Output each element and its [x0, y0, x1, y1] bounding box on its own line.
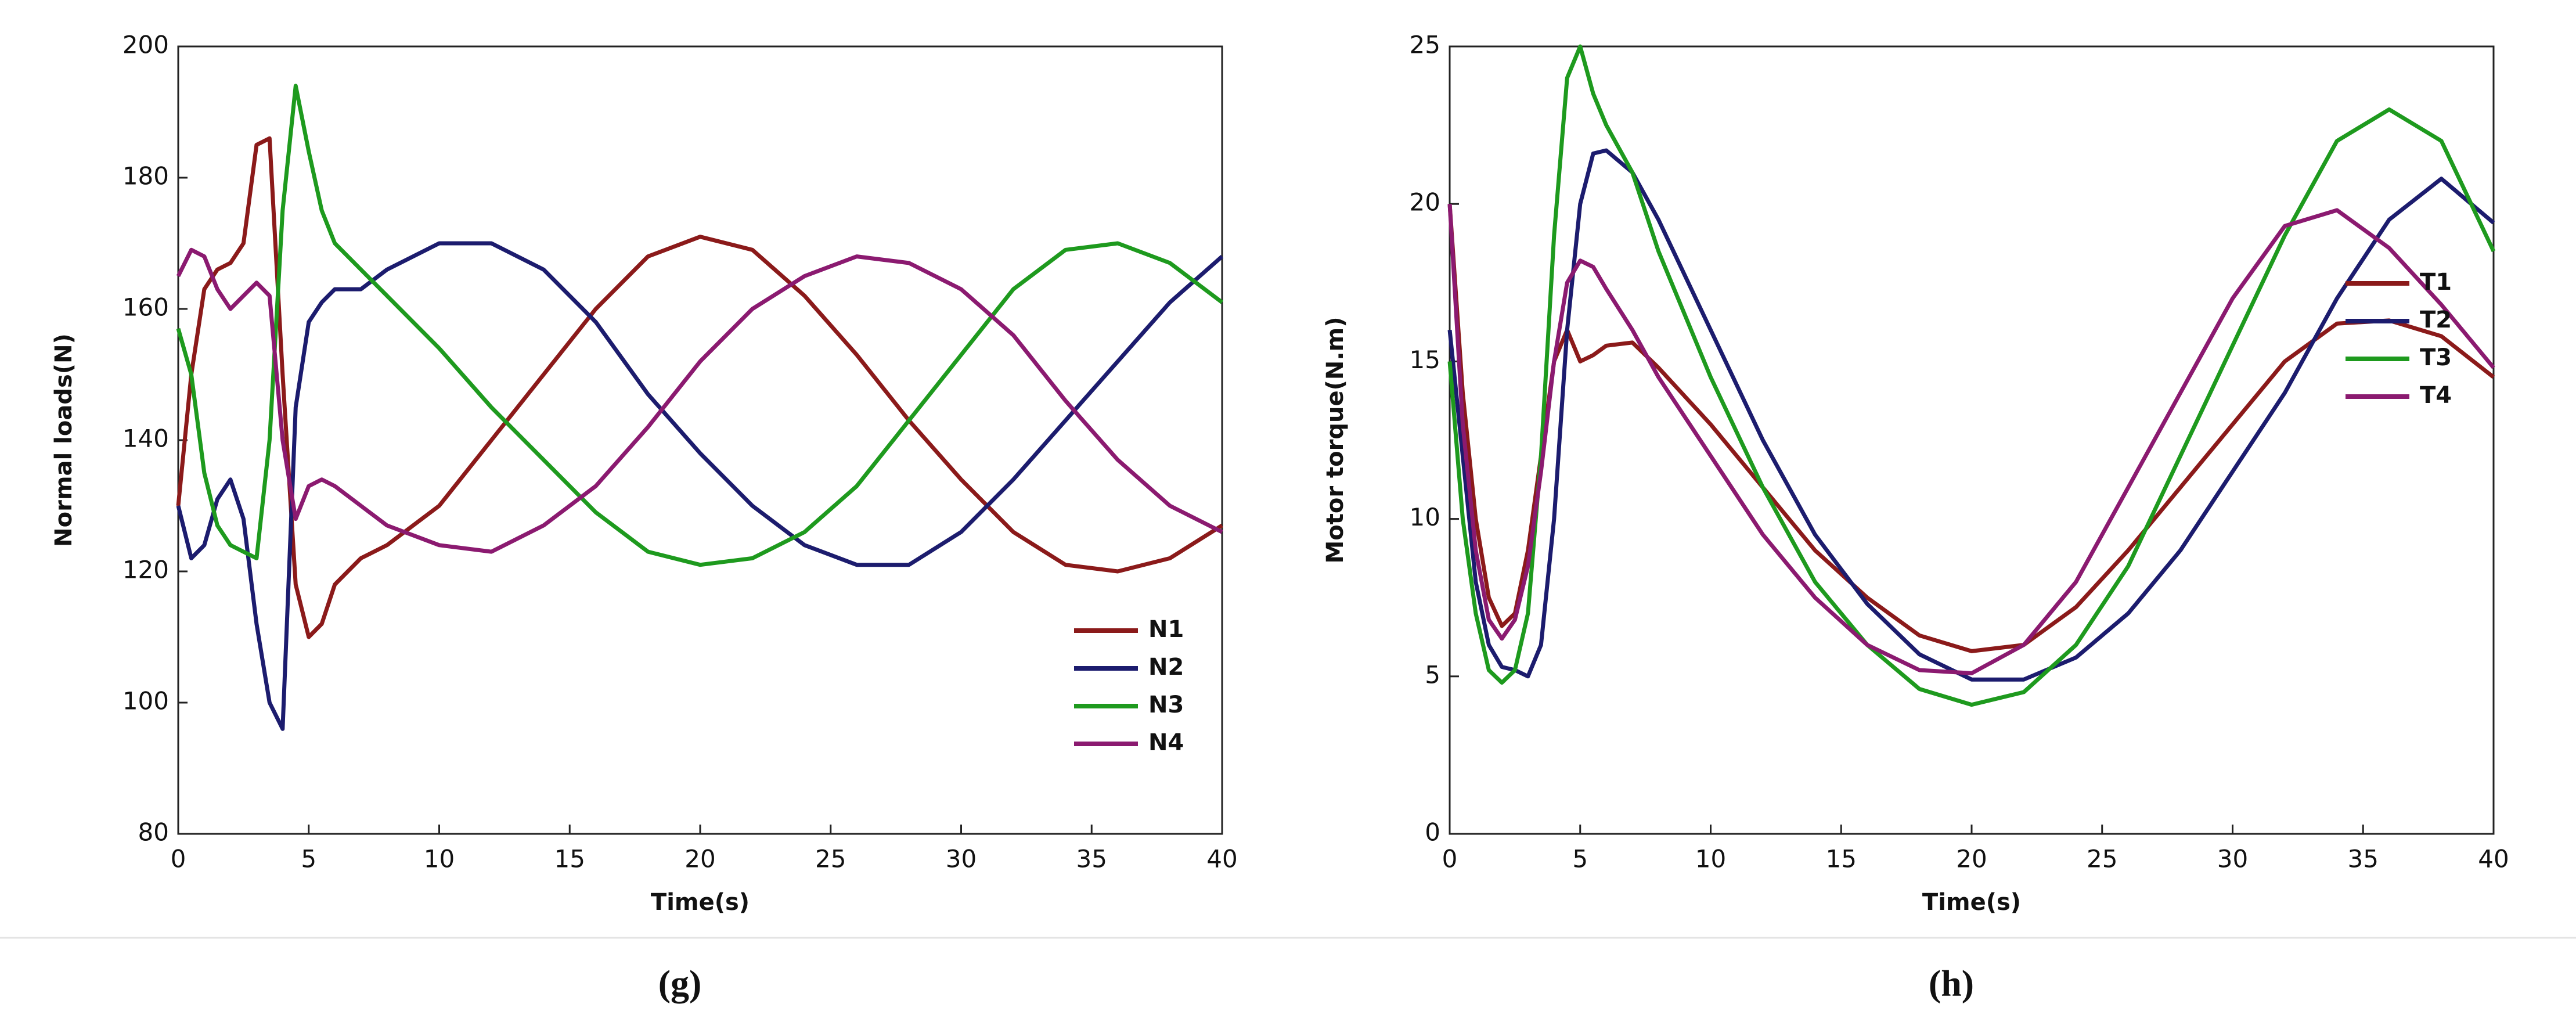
x-tick-label: 40: [2478, 845, 2509, 873]
series-line: [176, 247, 1223, 554]
legend-label: T1: [2420, 269, 2452, 296]
y-tick-label: 0: [1425, 818, 1440, 847]
y-tick-label: 20: [1410, 188, 1440, 217]
legend-label: T3: [2420, 344, 2452, 371]
series-line: [1447, 203, 2495, 675]
y-axis-label: Motor torque(N.m): [1322, 316, 1349, 563]
x-tick-label: 5: [301, 845, 316, 873]
legend-label: N1: [1148, 616, 1184, 643]
x-tick-label: 35: [1076, 845, 1107, 873]
series-line: [1447, 44, 2496, 707]
series-line: [1447, 203, 2495, 653]
y-axis-label: Normal loads(N): [51, 333, 77, 547]
x-tick-label: 20: [684, 845, 715, 873]
legend-label: T2: [2420, 307, 2452, 333]
series-line: [176, 241, 1224, 731]
caption: (h): [1929, 963, 1974, 1004]
y-tick-label: 160: [123, 293, 169, 322]
x-tick-label: 25: [2087, 845, 2117, 873]
y-tick-label: 10: [1410, 503, 1440, 531]
legend-label: N4: [1148, 729, 1184, 756]
y-tick-label: 120: [123, 556, 169, 584]
x-tick-label: 20: [1956, 845, 1987, 873]
x-tick-label: 35: [2348, 845, 2379, 873]
y-tick-label: 200: [123, 31, 169, 59]
y-tick-label: 100: [123, 687, 169, 715]
x-tick-label: 10: [1695, 845, 1726, 873]
y-tick-label: 180: [123, 162, 169, 190]
x-tick-label: 0: [171, 845, 186, 873]
plot-frame: [1449, 45, 2495, 835]
series-line: [176, 136, 1223, 639]
x-tick-label: 15: [1826, 845, 1857, 873]
x-tick-label: 25: [815, 845, 846, 873]
x-axis-label: Time(s): [651, 889, 750, 916]
y-tick-label: 140: [123, 424, 169, 453]
y-tick-label: 25: [1410, 31, 1440, 59]
y-tick-label: 5: [1425, 660, 1440, 689]
x-tick-label: 40: [1206, 845, 1237, 873]
legend-label: T4: [2420, 382, 2452, 409]
plot-frame: [177, 45, 1223, 835]
x-axis-label: Time(s): [1922, 889, 2021, 916]
legend-label: N3: [1148, 692, 1184, 718]
caption: (g): [658, 963, 702, 1004]
x-tick-label: 15: [554, 845, 585, 873]
series-line: [176, 84, 1224, 567]
x-tick-label: 5: [1572, 845, 1588, 873]
legend-label: N2: [1148, 654, 1184, 681]
x-tick-label: 30: [946, 845, 977, 873]
x-tick-label: 30: [2217, 845, 2248, 873]
x-tick-label: 0: [1442, 845, 1458, 873]
y-tick-label: 80: [138, 818, 169, 847]
y-tick-label: 15: [1410, 346, 1440, 374]
series-line: [1447, 148, 2495, 682]
x-tick-label: 10: [424, 845, 455, 873]
